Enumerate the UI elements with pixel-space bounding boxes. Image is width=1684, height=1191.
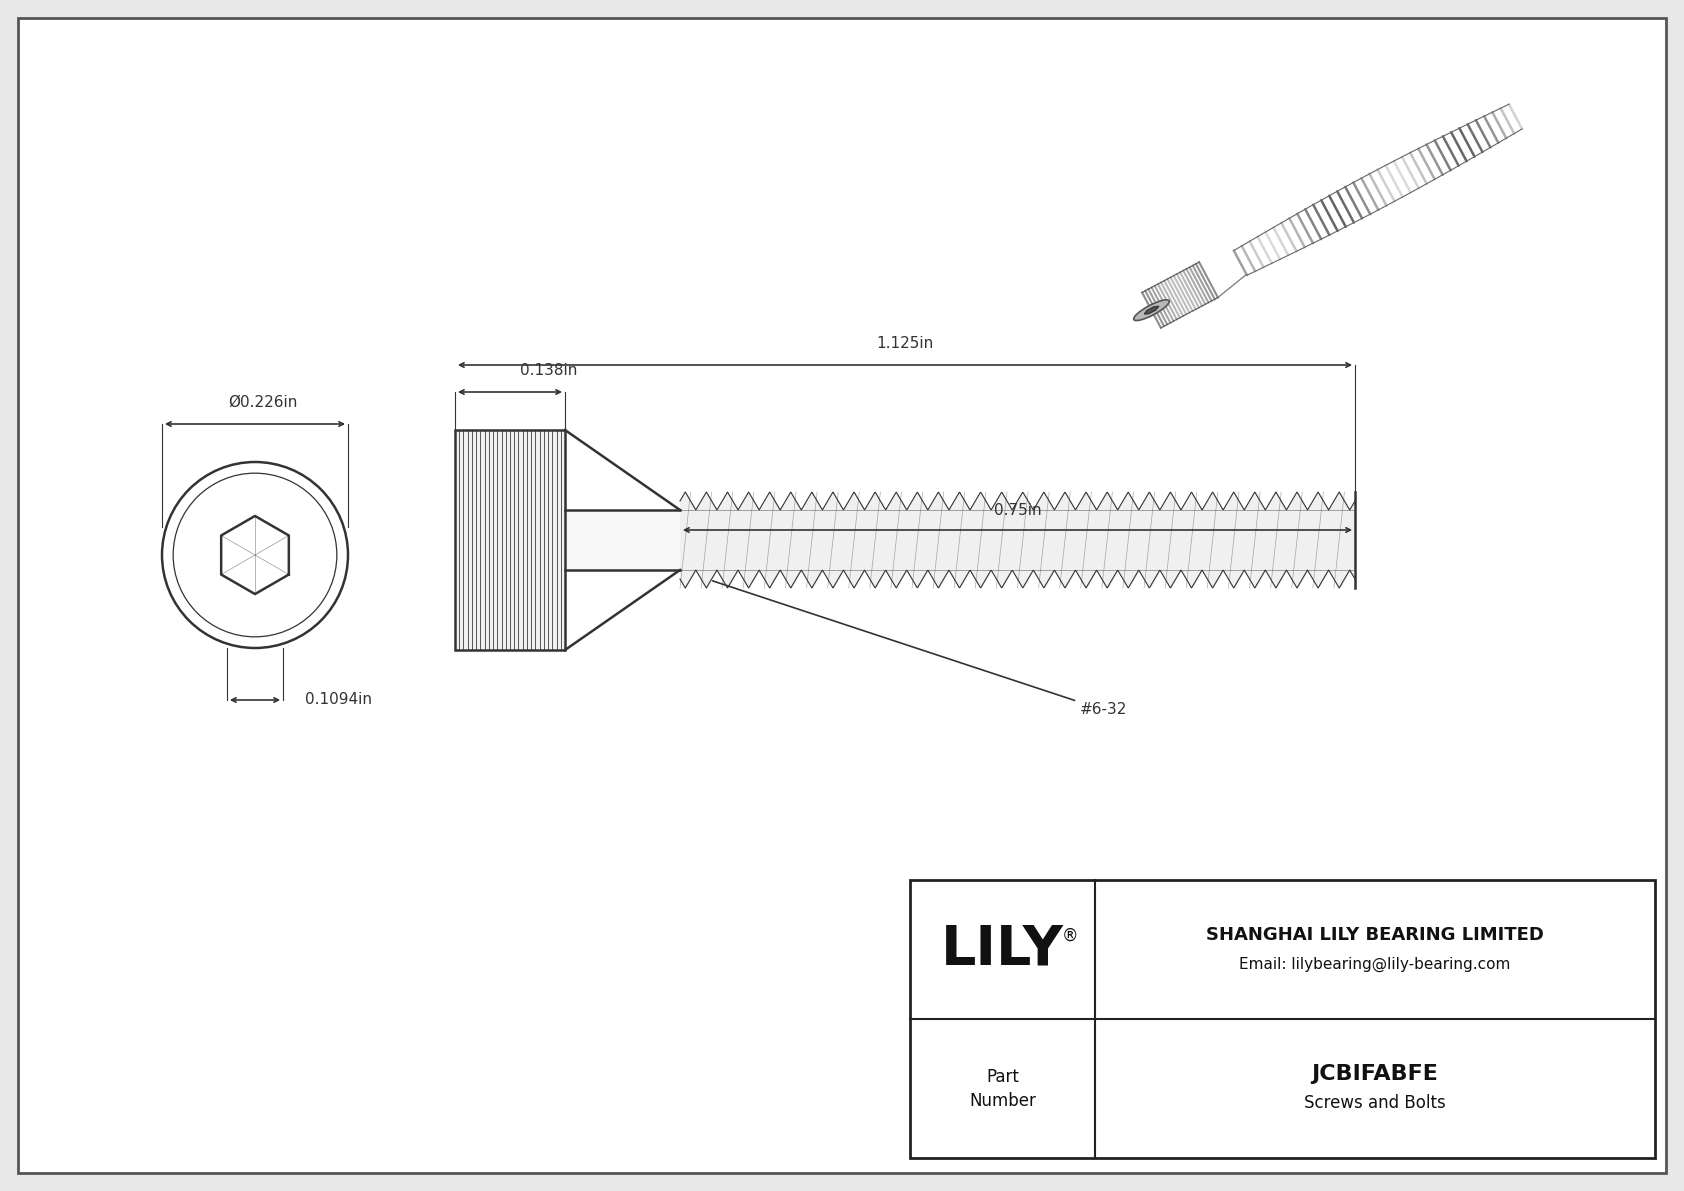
Text: Screws and Bolts: Screws and Bolts [1303, 1093, 1447, 1111]
Polygon shape [1145, 306, 1159, 314]
Text: 1.125in: 1.125in [876, 336, 933, 351]
Text: SHANGHAI LILY BEARING LIMITED: SHANGHAI LILY BEARING LIMITED [1206, 925, 1544, 943]
Text: Ø0.226in: Ø0.226in [229, 395, 298, 410]
Bar [566, 510, 680, 570]
Text: LILY: LILY [941, 923, 1064, 977]
Bar [909, 880, 1655, 1158]
Text: ®: ® [1063, 927, 1079, 944]
Text: Number: Number [968, 1091, 1036, 1110]
Ellipse shape [1133, 300, 1169, 320]
Text: Part: Part [987, 1067, 1019, 1085]
Bar [455, 430, 566, 650]
Text: Email: lilybearing@lily-bearing.com: Email: lilybearing@lily-bearing.com [1239, 956, 1511, 972]
Text: JCBIFABFE: JCBIFABFE [1312, 1065, 1438, 1085]
Text: 0.138in: 0.138in [520, 363, 578, 378]
Text: 0.1094in: 0.1094in [305, 692, 372, 707]
Text: 0.75in: 0.75in [994, 503, 1041, 518]
Text: #6-32: #6-32 [712, 581, 1127, 717]
Bar [455, 430, 566, 650]
